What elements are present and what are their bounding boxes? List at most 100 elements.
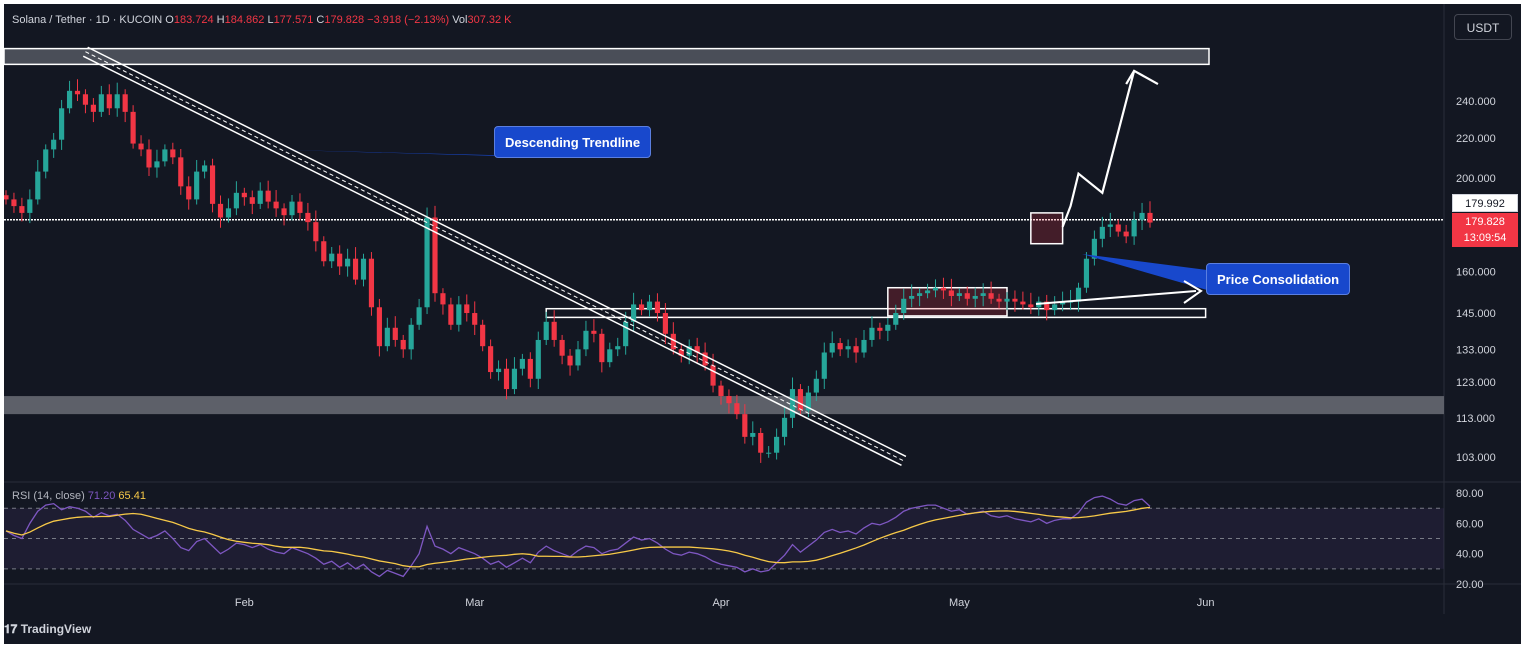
symbol-name[interactable]: Solana / Tether (12, 14, 86, 26)
candle-body (599, 333, 605, 363)
candle-body (559, 339, 565, 356)
descending-trendline (85, 51, 904, 462)
last-price-tag: 179.828 (1452, 213, 1518, 231)
candle-body (1012, 298, 1018, 302)
candle-body (678, 349, 684, 356)
currency-unit-button[interactable]: USDT (1454, 14, 1512, 40)
close-label: C (316, 14, 325, 26)
candle-body (43, 149, 49, 172)
candle-body (345, 258, 351, 267)
candle-body (352, 258, 359, 280)
price-tick-label: 200.000 (1456, 173, 1496, 185)
candle-body (662, 313, 668, 334)
candle-body (90, 104, 96, 112)
candle-body (988, 293, 994, 299)
candle-body (893, 313, 899, 325)
candle-body (877, 327, 883, 331)
candle-body (917, 293, 923, 296)
candle-body (281, 208, 287, 216)
candle-body (233, 192, 239, 209)
candle-body (1123, 231, 1129, 237)
open-label: O (165, 14, 174, 26)
rsi-label[interactable]: RSI (14, close) (12, 490, 85, 502)
candle-body (980, 293, 986, 296)
consolidation-callout-pointer (1082, 254, 1207, 290)
candle-body (774, 436, 780, 453)
tradingview-watermark[interactable]: 𝟏𝟕 TradingView (4, 622, 91, 637)
chart-frame: 103.000 113.000 123.000 133.000 145.000 160.0… (4, 4, 1521, 644)
candle-body (861, 339, 867, 353)
candle-body (909, 295, 915, 299)
rsi-tick-label: 60.00 (1456, 518, 1484, 530)
candle-body (297, 201, 303, 213)
candle-body (718, 385, 724, 397)
volume-label: Vol (452, 14, 468, 26)
candle-body (217, 203, 224, 218)
candle-body (789, 389, 796, 418)
candle-body (829, 343, 835, 353)
candle-body (273, 201, 279, 209)
symbol-exchange: KUCOIN (119, 14, 163, 26)
candle-body (400, 339, 406, 350)
candle-body (225, 208, 232, 218)
candle-body (527, 358, 533, 379)
candle-body (162, 149, 168, 162)
candle-body (138, 143, 144, 150)
candle-body (424, 217, 430, 308)
price-tick-label: 133.000 (1456, 344, 1496, 356)
time-tick-label: Jun (1197, 597, 1215, 609)
candle-body (615, 346, 621, 350)
candle-body (106, 94, 112, 109)
tradingview-logo-icon: 𝟏𝟕 (4, 622, 18, 636)
candle-body (241, 192, 247, 198)
candle-body (82, 94, 89, 105)
candle-body (575, 349, 581, 366)
price-chart[interactable]: 103.000 113.000 123.000 133.000 145.000 160.0… (4, 4, 1521, 644)
candle-body (35, 171, 41, 200)
time-tick-label: Apr (712, 597, 729, 609)
candle-body (440, 293, 446, 305)
candle-body (1139, 212, 1145, 220)
change-value: −3.918 (−2.13%) (367, 14, 450, 26)
rsi-tick-label: 20.00 (1456, 579, 1484, 591)
candle-body (51, 139, 57, 150)
candle-body (1099, 226, 1105, 239)
candle-body (646, 301, 653, 311)
candle-body (384, 327, 390, 347)
candle-body (257, 190, 263, 204)
trendline-upper-edge (87, 46, 907, 458)
candle-body (710, 365, 716, 386)
candle-body (464, 304, 470, 314)
candle-body (766, 452, 772, 454)
candle-body (686, 346, 692, 356)
candle-body (19, 206, 25, 213)
time-tick-label: Mar (465, 597, 484, 609)
descending-trendline-callout[interactable]: Descending Trendline (494, 126, 652, 158)
candle-body (535, 339, 541, 379)
trendline-callout-pointer (281, 149, 531, 156)
candle-body (750, 432, 756, 437)
trendline-lower-edge (82, 55, 902, 467)
candle-body (694, 346, 700, 353)
candle-body (837, 343, 843, 350)
rsi-legend: RSI (14, close) 71.20 65.41 (12, 490, 146, 502)
candle-body (821, 352, 827, 379)
price-consolidation-callout[interactable]: Price Consolidation (1206, 263, 1351, 295)
symbol-legend: Solana / Tether · 1D · KUCOIN O183.724 H… (12, 14, 512, 26)
consolidation-arrow-head (1183, 280, 1203, 304)
rsi-tick-label: 40.00 (1456, 549, 1484, 561)
candle-body (932, 287, 939, 291)
candle-body (924, 290, 931, 294)
candle-body (1075, 287, 1082, 302)
candle-body (194, 171, 200, 200)
candle-body (11, 199, 17, 207)
candle-body (726, 396, 732, 404)
candle-body (329, 253, 335, 262)
consolidation-box-1 (887, 286, 1008, 317)
current-price-tag: 179.992 (1452, 194, 1518, 212)
price-tick-label: 240.000 (1456, 96, 1496, 108)
candle-body (567, 355, 573, 366)
breakout-level-box (545, 307, 1207, 319)
price-tick-label: 160.000 (1456, 267, 1496, 279)
candle-body (305, 212, 311, 223)
